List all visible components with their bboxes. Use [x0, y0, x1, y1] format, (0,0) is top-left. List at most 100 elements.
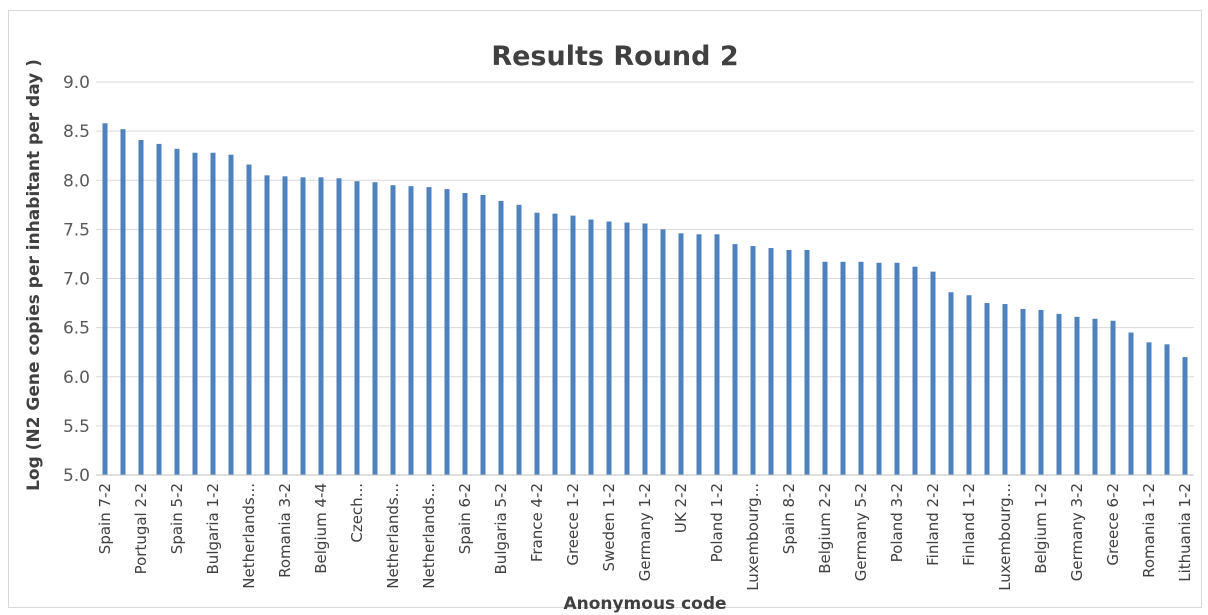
bar [390, 185, 396, 475]
bar [786, 250, 792, 475]
bars [102, 123, 1188, 476]
bar [840, 261, 846, 475]
bar [156, 143, 162, 475]
bar [804, 250, 810, 475]
bar [678, 233, 684, 475]
bar [264, 175, 270, 475]
bar [372, 182, 378, 475]
y-axis-ticks: 5.0 5.5 6.0 6.5 7.0 7.5 8.0 8.5 9.0 [63, 73, 90, 486]
bar [876, 262, 882, 475]
x-tick-label: France 4-2 [528, 483, 546, 562]
x-tick-label: Germany 3-2 [1068, 483, 1086, 581]
x-tick-label: Finland 1-2 [960, 483, 978, 566]
bar [1092, 318, 1098, 475]
bar [966, 295, 972, 475]
x-tick-label: Netherlands... [420, 483, 438, 589]
bar [660, 229, 666, 475]
x-tick-label: Lithuania 1-2 [1176, 483, 1194, 582]
bar [462, 193, 468, 475]
x-tick-label: Belgium 1-2 [1032, 483, 1050, 574]
y-tick-label: 6.0 [63, 368, 90, 388]
y-tick-label: 7.5 [63, 220, 90, 240]
bar [588, 219, 594, 475]
x-tick-label: Poland 3-2 [888, 483, 906, 562]
bar [480, 194, 486, 476]
bar [930, 271, 936, 475]
x-tick-label: Portugal 2-2 [132, 483, 150, 574]
bar [642, 223, 648, 475]
bar [696, 234, 702, 475]
x-tick-label: Spain 6-2 [456, 483, 474, 554]
x-tick-label: Germany 1-2 [636, 483, 654, 581]
bar [228, 154, 234, 475]
bar [732, 244, 738, 475]
bar [768, 248, 774, 475]
bar [606, 221, 612, 475]
bar [1020, 308, 1026, 475]
bar [408, 186, 414, 475]
x-tick-label: Belgium 2-2 [816, 483, 834, 574]
bar [1056, 313, 1062, 475]
x-tick-label: Spain 7-2 [96, 483, 114, 554]
x-axis-ticks: Spain 7-2 Portugal 2-2 Spain 5-2 Bulgaria 1… [96, 483, 1194, 591]
bar [426, 187, 432, 475]
bar [1002, 304, 1008, 475]
x-tick-label: Luxembourg... [744, 483, 762, 591]
bar [138, 139, 144, 475]
bar [948, 292, 954, 475]
bar [120, 129, 126, 475]
x-tick-label: Sweden 1-2 [600, 483, 618, 572]
bar [516, 204, 522, 475]
bar [102, 123, 108, 475]
x-tick-label: Czech... [348, 483, 366, 543]
x-tick-label: Germany 5-2 [852, 483, 870, 581]
y-tick-label: 7.0 [63, 270, 90, 290]
y-tick-label: 8.0 [63, 171, 90, 191]
bar [534, 212, 540, 476]
y-tick-label: 5.5 [63, 417, 90, 437]
bar [1182, 357, 1188, 475]
x-tick-label: Bulgaria 1-2 [204, 483, 222, 574]
bar [174, 148, 180, 475]
bar [714, 234, 720, 475]
y-tick-label: 8.5 [63, 122, 90, 142]
x-axis-title: Anonymous code [563, 594, 726, 614]
bar [750, 246, 756, 475]
bar [894, 262, 900, 475]
bar [444, 189, 450, 475]
x-tick-label: Romania 3-2 [276, 483, 294, 578]
bar [210, 152, 216, 476]
x-tick-label: Luxembourg... [996, 483, 1014, 591]
bar [336, 178, 342, 475]
x-tick-label: Netherlands... [240, 483, 258, 589]
bar [1110, 320, 1116, 475]
bar [498, 200, 504, 475]
chart-title: Results Round 2 [491, 41, 738, 72]
x-tick-label: Bulgaria 5-2 [492, 483, 510, 574]
y-tick-label: 5.0 [63, 466, 90, 486]
x-tick-label: Poland 1-2 [708, 483, 726, 562]
bar [552, 213, 558, 475]
x-tick-label: Belgium 4-4 [312, 483, 330, 574]
bar [570, 215, 576, 475]
bar [624, 222, 630, 475]
y-tick-label: 6.5 [63, 319, 90, 339]
x-tick-label: UK 2-2 [672, 483, 690, 533]
bar [984, 303, 990, 475]
x-tick-label: Greece 1-2 [564, 483, 582, 566]
bar [912, 266, 918, 475]
x-tick-label: Netherlands... [384, 483, 402, 589]
x-tick-label: Spain 8-2 [780, 483, 798, 554]
bar [246, 164, 252, 475]
bar [300, 177, 306, 476]
bar [318, 177, 324, 476]
x-tick-label: Greece 6-2 [1104, 483, 1122, 566]
y-axis-title: Log (N2 Gene copies per inhabitant per d… [24, 59, 44, 491]
y-tick-label: 9.0 [63, 73, 90, 93]
bar [1038, 309, 1044, 475]
bar [858, 261, 864, 475]
bar [1074, 316, 1080, 475]
bar [1146, 342, 1152, 475]
bar [354, 181, 360, 476]
